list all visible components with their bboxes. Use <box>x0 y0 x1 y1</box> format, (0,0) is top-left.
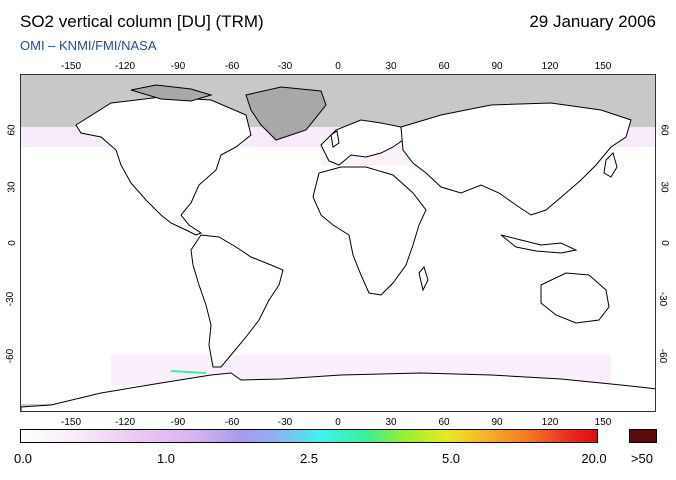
lat-tick-right: -30 <box>657 291 669 307</box>
lat-tick-right: 0 <box>658 240 670 246</box>
lat-tick-right: 60 <box>658 124 670 136</box>
color-scale-bar <box>20 429 598 443</box>
lat-tick-left: -60 <box>5 348 17 364</box>
greenland <box>245 86 327 141</box>
data-source: OMI – KNMI/FMI/NASA <box>20 38 157 53</box>
map-date: 29 January 2006 <box>529 12 656 31</box>
australia <box>540 272 610 324</box>
africa <box>312 166 427 296</box>
lon-tick-top: -120 <box>114 61 136 72</box>
lat-tick-right: -60 <box>657 348 669 364</box>
lon-tick-bottom: -60 <box>224 417 240 428</box>
madagascar <box>418 265 429 292</box>
lat-tick-left: 30 <box>6 181 18 193</box>
scale-label: 0.0 <box>13 451 33 466</box>
lat-tick-right: 30 <box>658 181 670 193</box>
lon-tick-top: 150 <box>594 61 612 72</box>
lon-tick-bottom: 0 <box>335 417 341 428</box>
antarctica <box>21 372 655 411</box>
arctic-islands <box>130 84 213 102</box>
lat-tick-left: 0 <box>6 240 18 246</box>
world-map <box>20 74 656 412</box>
map-title: SO2 vertical column [DU] (TRM) <box>20 12 264 31</box>
lon-tick-top: 90 <box>491 61 503 72</box>
lon-tick-top: 0 <box>335 61 341 72</box>
asia <box>400 102 632 216</box>
lon-tick-top: 120 <box>541 61 559 72</box>
lon-tick-bottom: -150 <box>60 417 82 428</box>
lon-tick-bottom: 90 <box>491 417 503 428</box>
british-isles <box>330 130 340 148</box>
lon-tick-bottom: -30 <box>277 417 293 428</box>
lon-tick-top: 60 <box>438 61 450 72</box>
lat-tick-left: -30 <box>5 291 17 307</box>
scale-label: 20.0 <box>581 451 607 466</box>
lon-tick-top: 30 <box>385 61 397 72</box>
lon-tick-bottom: -90 <box>170 417 186 428</box>
lon-tick-top: -30 <box>277 61 293 72</box>
scale-label: 1.0 <box>156 451 176 466</box>
overflow-color-box <box>629 429 657 443</box>
so2-plume-streak <box>170 370 207 374</box>
so2-map-svg <box>21 75 655 411</box>
scale-label: 5.0 <box>441 451 461 466</box>
lon-tick-bottom: -120 <box>114 417 136 428</box>
lon-tick-top: -90 <box>170 61 186 72</box>
overflow-label: >50 <box>630 451 654 466</box>
lon-tick-bottom: 150 <box>594 417 612 428</box>
scale-label: 2.5 <box>299 451 319 466</box>
japan <box>603 152 618 178</box>
lon-tick-top: -60 <box>224 61 240 72</box>
europe <box>320 119 404 166</box>
lon-tick-bottom: 30 <box>385 417 397 428</box>
lon-tick-top: -150 <box>60 61 82 72</box>
lat-tick-left: 60 <box>6 124 18 136</box>
lon-tick-bottom: 60 <box>438 417 450 428</box>
north-america <box>75 96 252 236</box>
indonesia <box>500 234 578 254</box>
south-america <box>190 234 284 368</box>
lon-tick-bottom: 120 <box>541 417 559 428</box>
